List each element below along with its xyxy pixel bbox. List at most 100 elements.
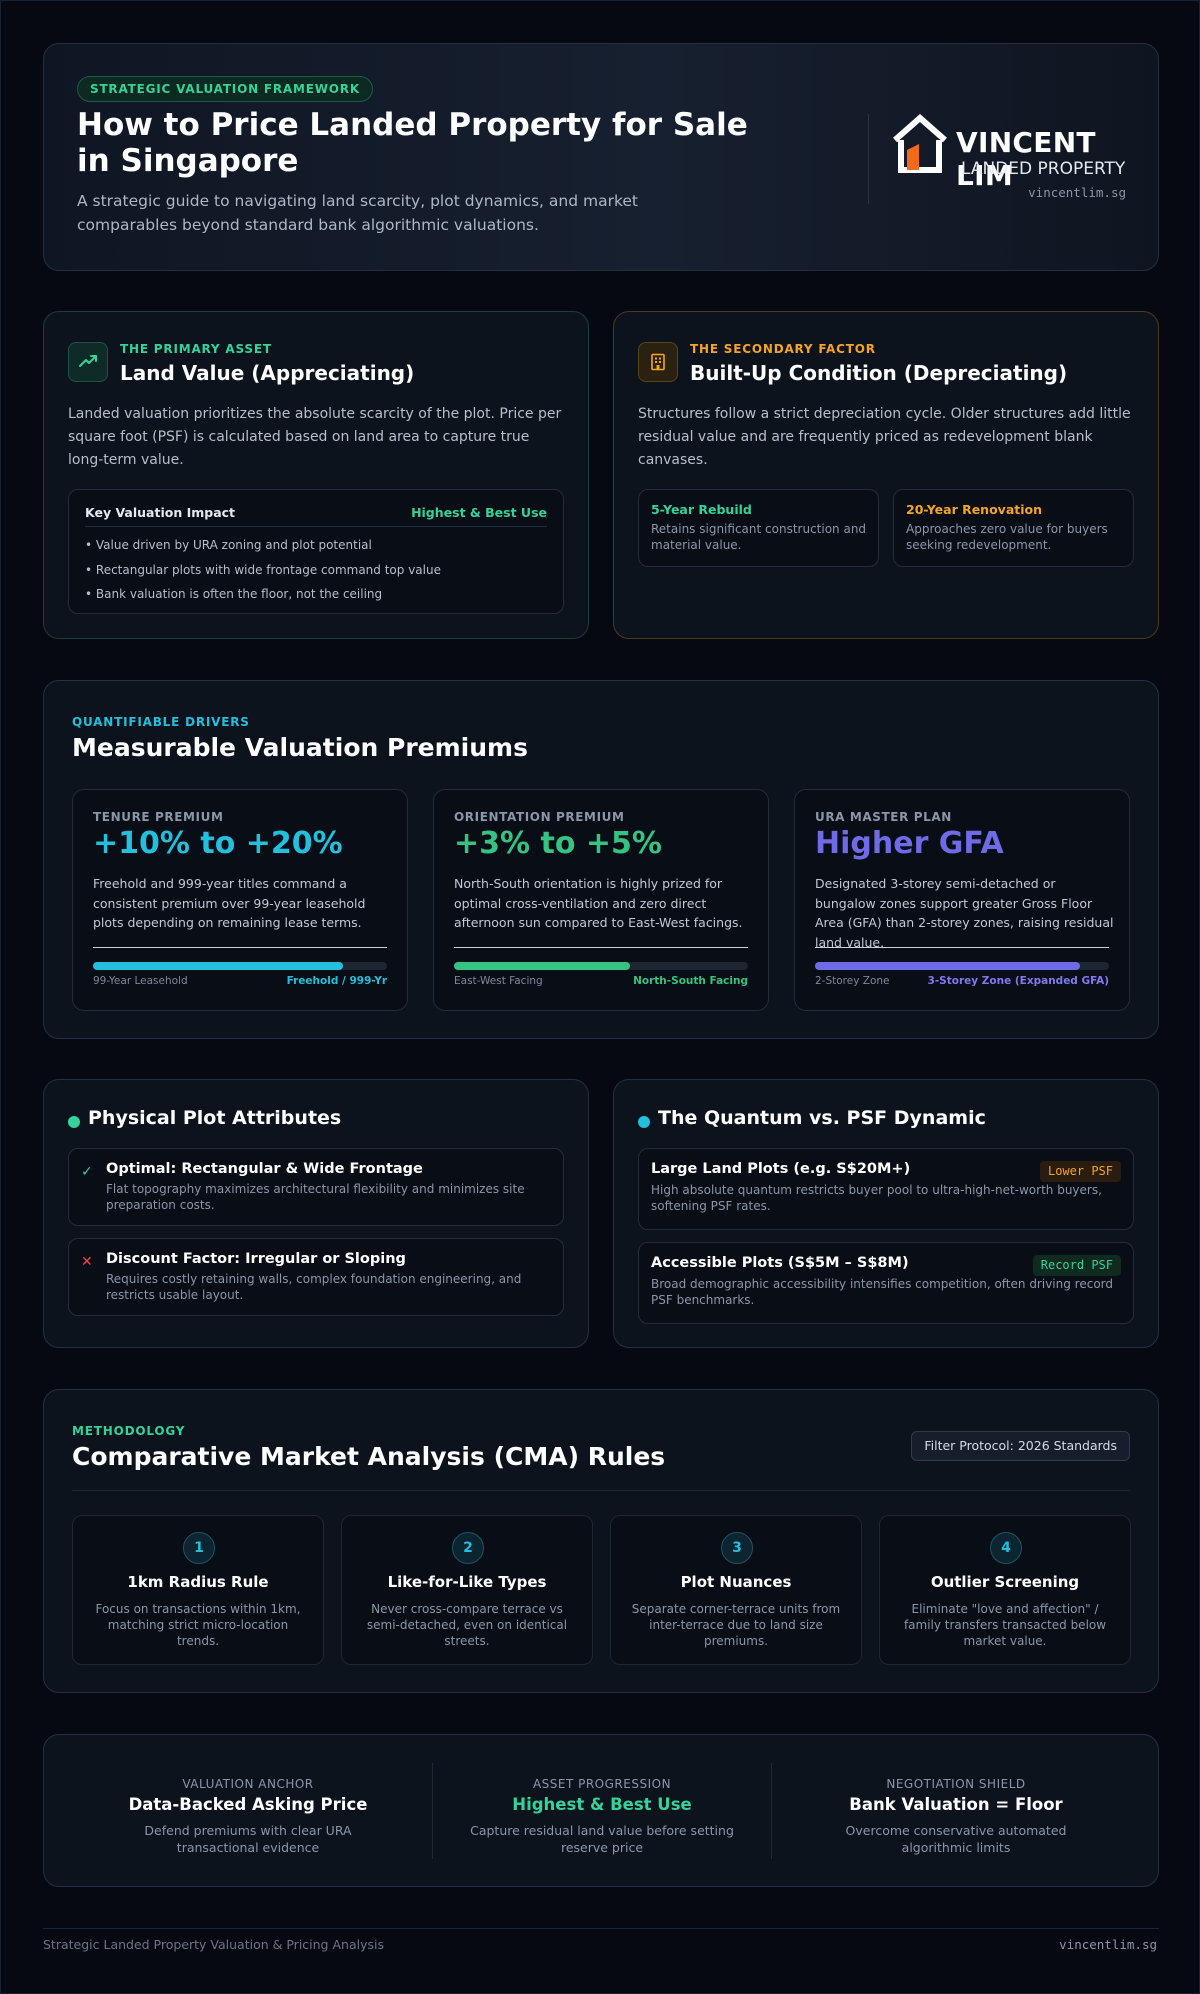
step-title: 1km Radius Rule: [127, 1573, 269, 1591]
logo-name: VINCENT LIM: [956, 126, 1096, 192]
quantum-item-title: Large Land Plots (e.g. S$20M+): [651, 1161, 911, 1177]
summary-strip: VALUATION ANCHOR Data-Backed Asking Pric…: [43, 1734, 1159, 1887]
green-dot-icon: [68, 1116, 80, 1128]
house-logo-icon: [893, 114, 947, 173]
page-subtitle: A strategic guide to navigating land sca…: [77, 192, 639, 234]
premium-bar-fill: [815, 962, 1080, 970]
rebuild-box: 5-Year Rebuild Retains significant const…: [638, 489, 879, 567]
record-psf-badge: Record PSF: [1032, 1255, 1121, 1276]
list-item: • Bank valuation is often the floor, not…: [85, 587, 383, 601]
lower-psf-badge: Lower PSF: [1039, 1161, 1121, 1182]
cma-step: 3 Plot Nuances Separate corner-terrace u…: [610, 1515, 862, 1665]
impact-heading: Key Valuation Impact: [85, 505, 236, 520]
premiums-section: QUANTIFIABLE DRIVERS Measurable Valuatio…: [43, 680, 1159, 1039]
land-title: Land Value (Appreciating): [120, 361, 415, 385]
premium-value: +3% to +5%: [454, 826, 662, 861]
built-eyebrow: THE SECONDARY FACTOR: [690, 342, 876, 356]
footer-caption: Strategic Landed Property Valuation & Pr…: [43, 1937, 384, 1952]
renovation-title: 20-Year Renovation: [906, 502, 1042, 517]
summary-desc: Overcome conservative automated algorith…: [845, 1823, 1067, 1855]
bar-to-label: North-South Facing: [633, 975, 748, 987]
premium-bar: [815, 962, 1109, 970]
negotiation-shield: NEGOTIATION SHIELD Bank Valuation = Floo…: [780, 1735, 1132, 1886]
attributes-title: Physical Plot Attributes: [88, 1107, 342, 1129]
large-plots-row: Large Land Plots (e.g. S$20M+) Lower PSF…: [638, 1148, 1134, 1230]
premiums-title: Measurable Valuation Premiums: [72, 733, 528, 762]
premiums-eyebrow: QUANTIFIABLE DRIVERS: [72, 715, 250, 729]
cma-eyebrow: METHODOLOGY: [72, 1424, 186, 1438]
step-title: Plot Nuances: [680, 1573, 792, 1591]
bar-from-label: 99-Year Leasehold: [93, 975, 188, 987]
land-eyebrow: THE PRIMARY ASSET: [120, 342, 272, 356]
summary-title: Bank Valuation = Floor: [849, 1795, 1063, 1814]
premium-value: Higher GFA: [815, 826, 1004, 861]
step-number: 4: [990, 1532, 1022, 1564]
bar-to-label: 3-Storey Zone (Expanded GFA): [927, 975, 1109, 987]
premium-label: TENURE PREMIUM: [93, 810, 224, 824]
list-item: • Rectangular plots with wide frontage c…: [85, 562, 441, 577]
plot-attributes-card: Physical Plot Attributes ✓ Optimal: Rect…: [43, 1079, 589, 1348]
premium-divider: [815, 947, 1109, 948]
premium-desc: Designated 3-storey semi-detached or bun…: [815, 876, 1114, 950]
logo-tagline: LANDED PROPERTY: [961, 159, 1126, 179]
filter-protocol-button[interactable]: Filter Protocol: 2026 Standards: [911, 1431, 1130, 1461]
land-value-card: THE PRIMARY ASSET Land Value (Appreciati…: [43, 311, 589, 639]
summary-divider: [771, 1763, 772, 1859]
header-divider: [868, 114, 869, 204]
cma-step: 1 1km Radius Rule Focus on transactions …: [72, 1515, 324, 1665]
quantum-item-desc: High absolute quantum restricts buyer po…: [651, 1183, 1102, 1213]
summary-label: ASSET PROGRESSION: [532, 1777, 672, 1791]
attribute-desc: Flat topography maximizes architectural …: [106, 1182, 525, 1212]
impact-divider: [85, 526, 547, 527]
premium-bar-fill: [454, 962, 631, 970]
attribute-title: Optimal: Rectangular & Wide Frontage: [106, 1161, 423, 1177]
check-icon: ✓: [81, 1164, 93, 1180]
valuation-impact-box: Key Valuation Impact Highest & Best Use …: [68, 489, 564, 614]
framework-badge: STRATEGIC VALUATION FRAMEWORK: [77, 76, 373, 102]
quantum-item-title: Accessible Plots (S$5M – S$8M): [651, 1255, 909, 1271]
step-number: 2: [452, 1532, 484, 1564]
impact-list: • Value driven by URA zoning and plot po…: [85, 533, 441, 607]
building-icon: [638, 342, 678, 382]
premium-divider: [93, 947, 387, 948]
footer-divider: [43, 1928, 1159, 1929]
asset-progression: ASSET PROGRESSION Highest & Best Use Cap…: [426, 1735, 778, 1886]
summary-divider: [432, 1763, 433, 1859]
attribute-optimal: ✓ Optimal: Rectangular & Wide Frontage F…: [68, 1148, 564, 1226]
attribute-desc: Requires costly retaining walls, complex…: [106, 1272, 522, 1302]
orientation-premium-card: ORIENTATION PREMIUM +3% to +5% North-Sou…: [433, 789, 769, 1011]
step-desc: Focus on transactions within 1km, matchi…: [95, 1602, 301, 1648]
logo-url[interactable]: vincentlim.sg: [1028, 185, 1126, 200]
cross-icon: ✕: [81, 1254, 93, 1270]
page-title: How to Price Landed Property for Sale in…: [77, 107, 748, 179]
footer-url[interactable]: vincentlim.sg: [1059, 1937, 1157, 1952]
quantum-title: The Quantum vs. PSF Dynamic: [658, 1107, 986, 1129]
summary-label: VALUATION ANCHOR: [182, 1777, 314, 1791]
summary-title: Highest & Best Use: [512, 1795, 692, 1814]
summary-title: Data-Backed Asking Price: [128, 1795, 368, 1814]
land-body: Landed valuation prioritizes the absolut…: [68, 406, 562, 468]
hero-header: STRATEGIC VALUATION FRAMEWORK How to Pri…: [43, 43, 1159, 271]
step-desc: Separate corner-terrace units from inter…: [631, 1602, 841, 1648]
premium-label: URA MASTER PLAN: [815, 810, 952, 824]
summary-desc: Defend premiums with clear URA transacti…: [144, 1823, 352, 1855]
impact-highlight: Highest & Best Use: [411, 505, 547, 520]
cma-title: Comparative Market Analysis (CMA) Rules: [72, 1442, 666, 1471]
quantum-item-desc: Broad demographic accessibility intensif…: [651, 1277, 1114, 1307]
cma-divider: [72, 1490, 1130, 1491]
premium-desc: North-South orientation is highly prized…: [454, 876, 743, 930]
premium-bar: [454, 962, 748, 970]
list-item: • Value driven by URA zoning and plot po…: [85, 538, 372, 552]
cma-step: 4 Outlier Screening Eliminate "love and …: [879, 1515, 1131, 1665]
trending-up-icon: [68, 342, 108, 382]
rebuild-desc: Retains significant construction and mat…: [651, 522, 867, 552]
built-body: Structures follow a strict depreciation …: [638, 406, 1131, 468]
step-desc: Never cross-compare terrace vs semi-deta…: [366, 1602, 568, 1648]
step-number: 3: [721, 1532, 753, 1564]
premium-divider: [454, 947, 748, 948]
step-desc: Eliminate "love and affection" / family …: [903, 1602, 1107, 1648]
cyan-dot-icon: [638, 1116, 650, 1128]
bar-from-label: 2-Storey Zone: [815, 975, 890, 987]
rebuild-title: 5-Year Rebuild: [651, 502, 752, 517]
